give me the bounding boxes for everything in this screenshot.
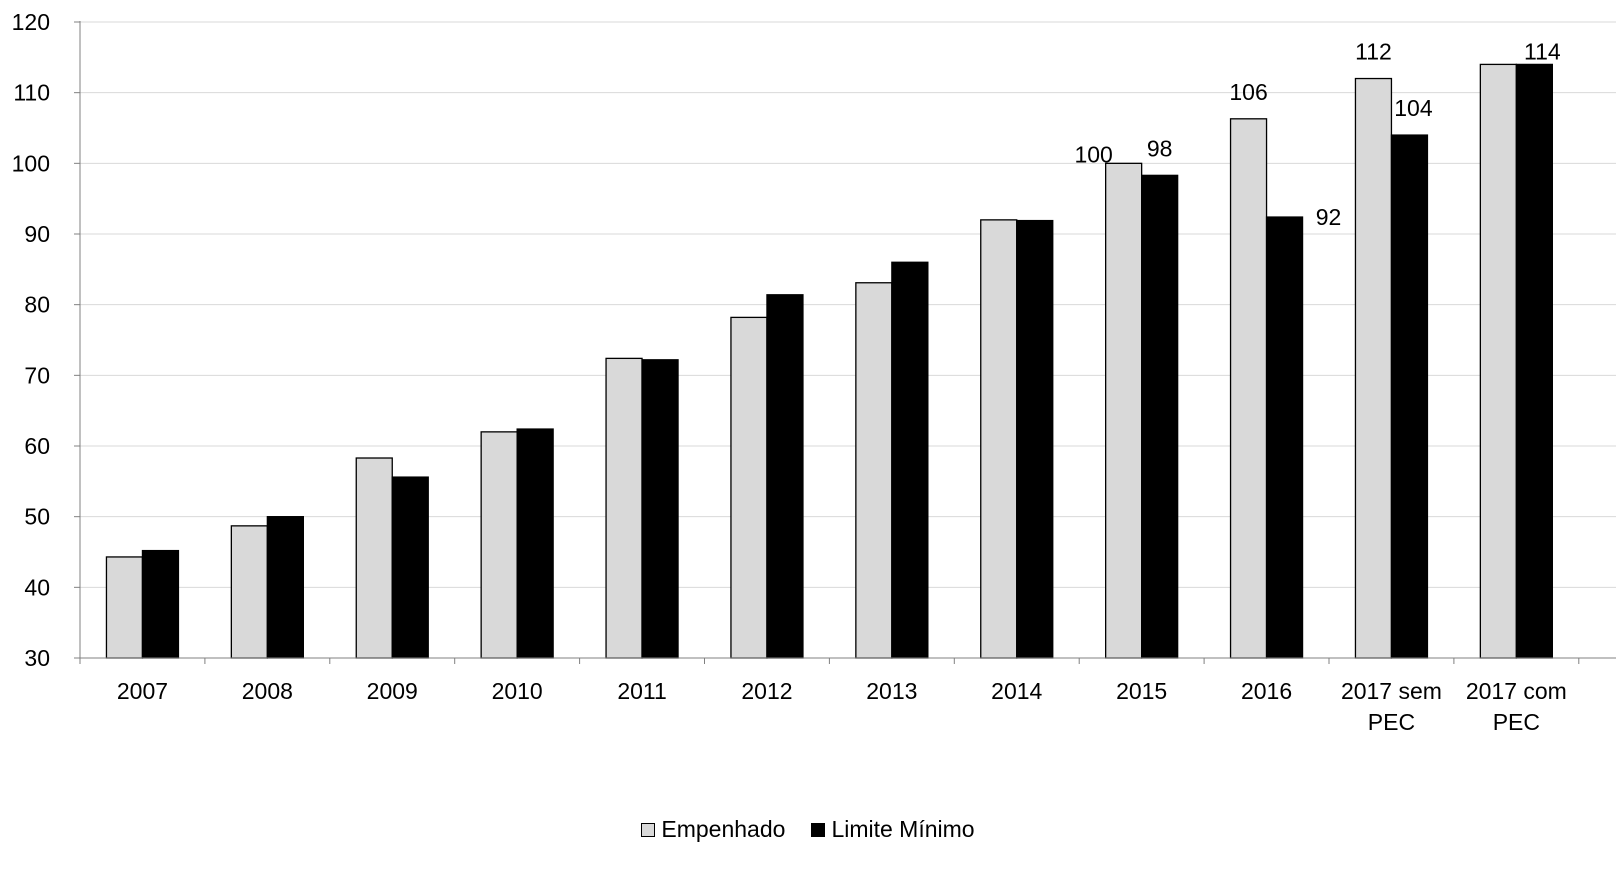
data-label: 100 — [1074, 141, 1112, 167]
x-tick-label: 2011 — [617, 678, 666, 704]
bar-empenhado — [105, 556, 144, 659]
y-tick-label: 70 — [24, 362, 50, 388]
x-tick-label: 2017 com PEC — [1466, 678, 1567, 735]
bar-limite-minimo — [391, 476, 429, 659]
bar-limite-minimo — [1141, 174, 1179, 659]
x-tick-label: 2013 — [866, 678, 917, 704]
bar-empenhado — [1354, 77, 1393, 659]
x-tick-label: 2010 — [492, 678, 543, 704]
y-tick-label: 30 — [24, 645, 50, 671]
bar-empenhado — [230, 525, 269, 659]
bar-empenhado — [605, 357, 643, 659]
y-tick-label: 50 — [24, 504, 50, 530]
bar-limite-minimo — [766, 294, 804, 659]
y-tick-label: 60 — [24, 433, 50, 459]
y-tick-label: 90 — [24, 221, 50, 247]
bar-empenhado — [855, 282, 893, 659]
data-label: 104 — [1394, 95, 1433, 121]
bar-limite-minimo — [141, 549, 180, 659]
y-tick-label: 100 — [12, 150, 50, 176]
bar-empenhado — [1479, 63, 1517, 659]
legend: Empenhado Limite Mínimo — [0, 816, 1616, 843]
data-label: 98 — [1147, 135, 1173, 161]
bar-limite-minimo — [1265, 216, 1304, 659]
x-tick-label: 2015 — [1116, 678, 1167, 704]
x-tick-label: 2017 sem PEC — [1341, 678, 1442, 735]
x-tick-label: 2016 — [1241, 678, 1292, 704]
bar-empenhado — [480, 431, 518, 659]
bar-limite-minimo — [1390, 134, 1429, 659]
y-tick-label: 120 — [12, 9, 50, 35]
bar-empenhado — [1229, 118, 1268, 659]
x-tick-label: 2007 — [117, 678, 168, 704]
data-label: 92 — [1316, 204, 1342, 230]
bar-limite-minimo — [641, 359, 679, 659]
x-tick-label: 2014 — [991, 678, 1042, 704]
data-label: 106 — [1229, 79, 1267, 105]
bar-empenhado — [355, 457, 393, 659]
data-label: 112 — [1355, 39, 1392, 65]
y-tick-label: 40 — [24, 574, 50, 600]
x-tick-label: 2008 — [242, 678, 293, 704]
legend-item-limite-minimo: Limite Mínimo — [811, 816, 975, 843]
bar-limite-minimo — [1016, 219, 1054, 659]
bar-limite-minimo — [891, 261, 929, 659]
bar-limite-minimo — [1515, 63, 1553, 659]
bar-empenhado — [980, 219, 1018, 659]
x-tick-label: 2009 — [367, 678, 418, 704]
legend-label-empenhado: Empenhado — [661, 816, 786, 842]
y-tick-label: 80 — [24, 292, 50, 318]
x-tick-label: 2012 — [741, 678, 792, 704]
legend-swatch-empenhado — [641, 822, 656, 837]
legend-item-empenhado: Empenhado — [641, 816, 785, 843]
legend-swatch-limite-minimo — [811, 822, 826, 837]
bar-limite-minimo — [266, 516, 305, 659]
bar-empenhado — [730, 316, 768, 659]
y-tick-label: 110 — [13, 80, 50, 106]
bar-limite-minimo — [516, 428, 554, 659]
legend-label-limite-minimo: Limite Mínimo — [831, 816, 975, 842]
data-label: 114 — [1524, 38, 1561, 64]
bar-empenhado — [1105, 162, 1143, 659]
